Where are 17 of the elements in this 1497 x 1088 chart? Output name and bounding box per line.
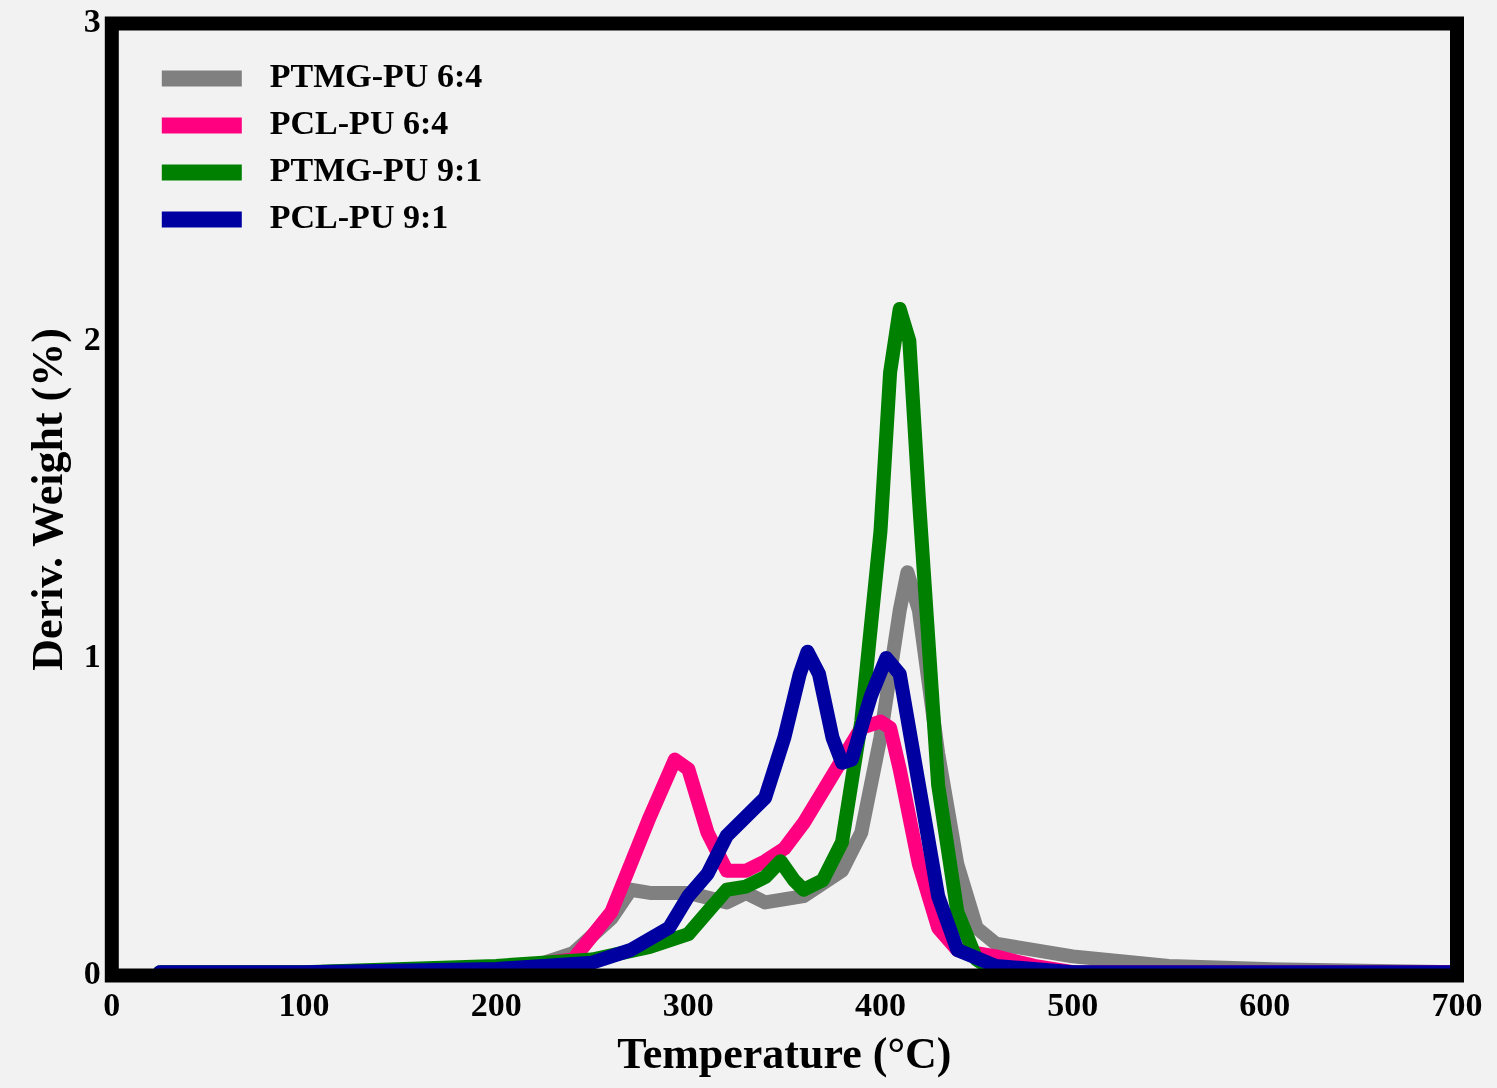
y-tick-label: 3 <box>83 2 101 40</box>
y-axis-title: Deriv. Weight (%) <box>22 328 72 671</box>
x-tick-label: 500 <box>1047 985 1099 1023</box>
x-tick-label: 200 <box>470 985 522 1023</box>
legend-label: PCL-PU 6:4 <box>269 104 449 142</box>
y-tick-label: 0 <box>83 954 101 992</box>
x-axis-title: Temperature (°C) <box>617 1028 952 1078</box>
legend-label: PTMG-PU 9:1 <box>269 151 483 189</box>
x-tick-label: 300 <box>662 985 714 1023</box>
x-tick-label: 100 <box>278 985 330 1023</box>
x-tick-label: 600 <box>1239 985 1291 1023</box>
y-tick-label: 2 <box>83 319 101 357</box>
legend-label: PCL-PU 9:1 <box>269 198 449 236</box>
x-tick-label: 400 <box>854 985 906 1023</box>
y-tick-label: 1 <box>83 636 101 674</box>
x-tick-label: 700 <box>1431 985 1483 1023</box>
legend-label: PTMG-PU 6:4 <box>269 57 483 95</box>
